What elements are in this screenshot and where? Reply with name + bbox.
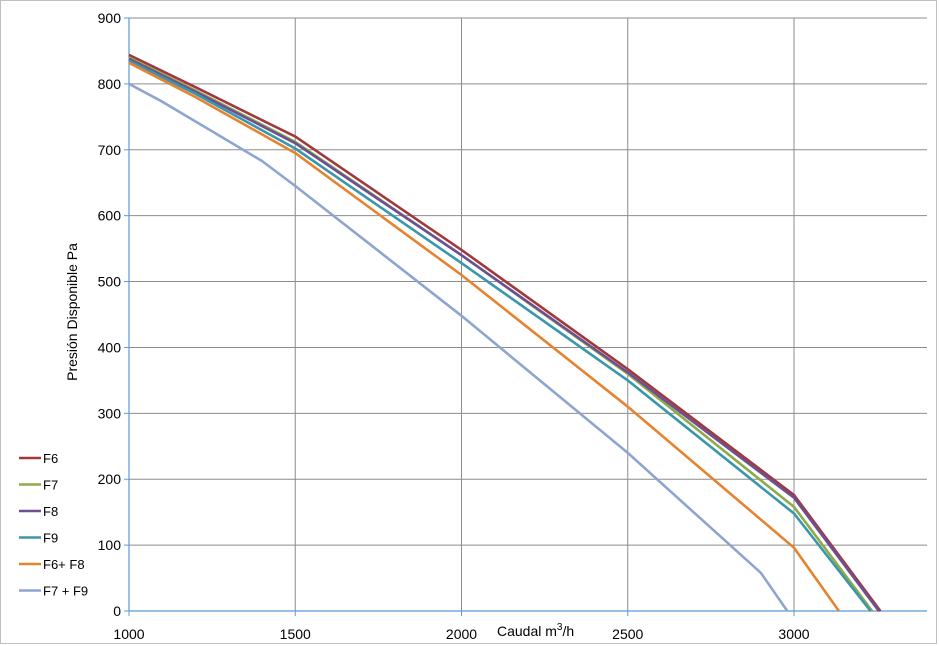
y-tick-labels: 0 100 200 300 400 500 600 700 800 900 [98,10,122,619]
y-tick-label: 100 [98,537,122,553]
x-axis-title-base: Caudal m [497,623,557,639]
y-tick-label: 500 [98,274,122,290]
x-axis-title-tail: /h [562,623,574,639]
series-line-f8 [128,57,880,612]
y-tick-label: 400 [98,339,122,355]
legend-label-f7-f9: F7 + F9 [43,584,88,599]
y-tick-label: 200 [98,471,122,487]
x-axis-title: Caudal m3/h [497,622,574,639]
y-tick-label: 800 [98,76,122,92]
series-line-f7-f9 [128,82,789,612]
y-tick-label: 600 [98,208,122,224]
legend: F6 F7 F8 F9 F6+ F8 F7 + F9 [19,451,88,599]
series-line-f6 [128,53,882,612]
y-tick-label: 300 [98,405,122,421]
series-line-f6-f8 [128,61,840,612]
x-tick-labels: 1000 1500 2000 2500 3000 [113,626,809,642]
series-line-f9 [128,59,872,612]
y-tick-label: 900 [98,10,122,26]
legend-label-f6-f8: F6+ F8 [43,557,85,572]
x-tick-label: 2500 [612,626,643,642]
legend-label-f9: F9 [43,531,58,546]
legend-label-f7: F7 [43,478,58,493]
x-tick-label: 1000 [113,626,144,642]
legend-label-f8: F8 [43,504,58,519]
grid-lines [129,17,927,611]
series-layer [128,53,882,612]
y-tick-label: 0 [113,603,121,619]
x-tick-label: 1500 [280,626,311,642]
x-tick-label: 2000 [446,626,477,642]
legend-label-f6: F6 [43,451,58,466]
x-tick-label: 3000 [778,626,809,642]
x-axis-title-sup: 3 [557,622,563,633]
axes [124,17,927,616]
series-line-f7 [128,56,874,612]
y-tick-label: 700 [98,142,122,158]
y-axis-title: Presión Disponible Pa [64,243,80,381]
